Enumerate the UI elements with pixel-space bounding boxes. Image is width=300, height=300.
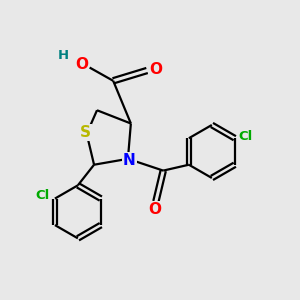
Text: O: O — [148, 202, 161, 217]
Text: O: O — [149, 61, 162, 76]
Text: O: O — [75, 57, 88, 72]
Text: S: S — [80, 125, 91, 140]
Text: Cl: Cl — [239, 130, 253, 143]
Text: H: H — [58, 49, 69, 62]
Text: N: N — [123, 153, 136, 168]
Text: Cl: Cl — [35, 189, 50, 202]
